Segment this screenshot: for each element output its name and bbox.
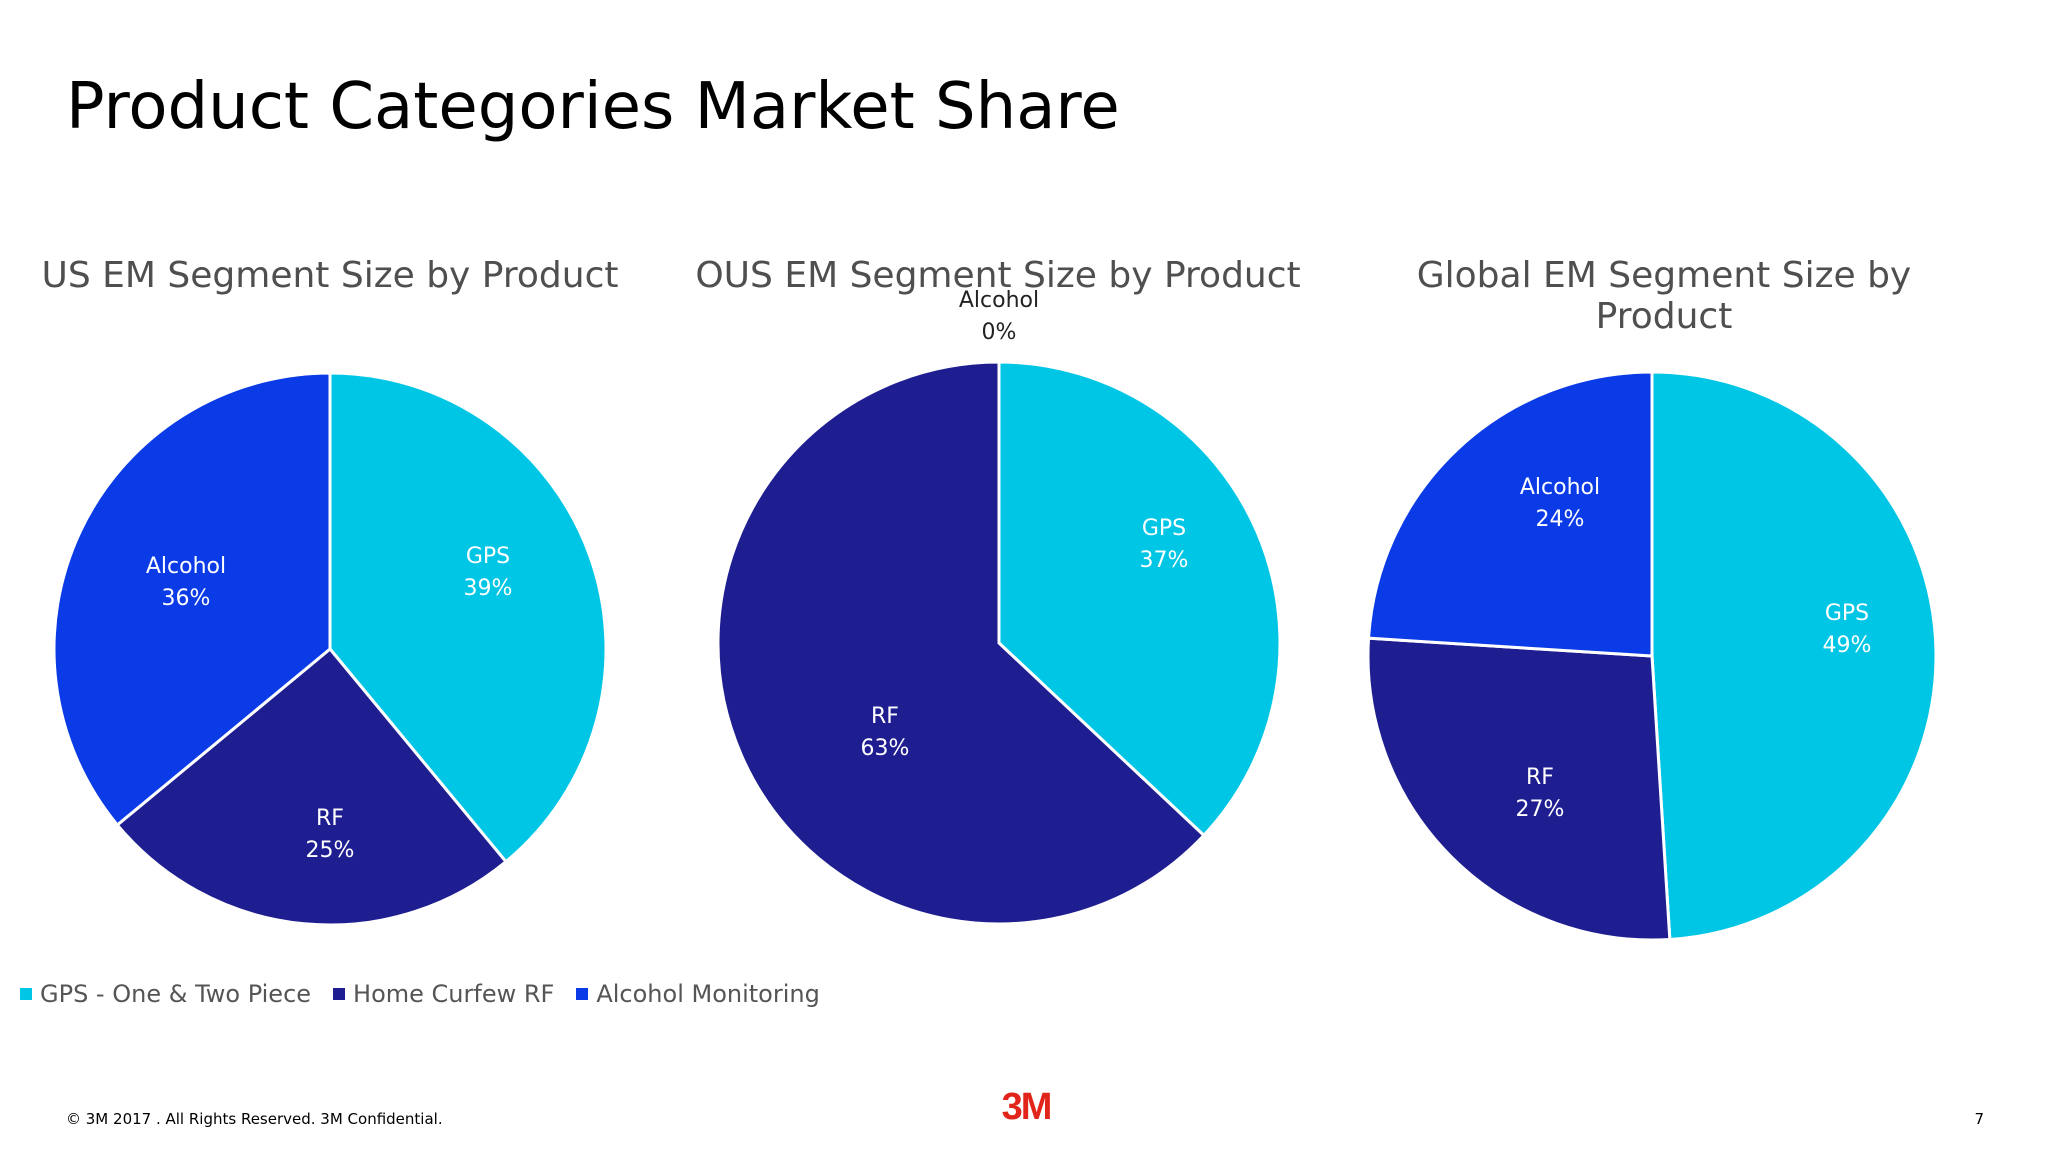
global-label-alcohol-value: 24% <box>1536 507 1585 532</box>
legend-label-alcohol: Alcohol Monitoring <box>596 980 820 1008</box>
us-slice-gps <box>328 371 608 864</box>
us-label-rf-name: RF <box>316 806 344 831</box>
page-number: 7 <box>1974 1110 1984 1128</box>
slide-title: Product Categories Market Share <box>66 70 1120 144</box>
global-label-gps-value: 49% <box>1823 633 1872 658</box>
ous-chart-title: OUS EM Segment Size by Product <box>695 255 1301 296</box>
us-slice-rf <box>115 646 509 927</box>
legend-label-gps: GPS - One & Two Piece <box>40 980 312 1008</box>
ous-slice-rf <box>716 360 1206 926</box>
global-slice-alcohol <box>1366 370 1654 658</box>
footer-copyright: © 3M 2017 . All Rights Reserved. 3M Conf… <box>66 1110 443 1128</box>
global-label-rf-value: 27% <box>1516 797 1565 822</box>
ous-label-rf-name: RF <box>871 704 899 729</box>
global-label-alcohol-name: Alcohol <box>1520 475 1600 500</box>
ous-label-alcohol-name: Alcohol <box>959 288 1039 313</box>
legend-swatch-alcohol <box>576 988 589 1000</box>
3m-logo: 3M <box>1002 1086 1053 1126</box>
us-label-rf-value: 25% <box>306 838 355 863</box>
us-slice-alcohol <box>52 371 332 828</box>
legend-swatch-gps <box>20 988 32 1000</box>
ous-label-gps-name: GPS <box>1142 516 1186 541</box>
legend: GPS - One & Two Piece Home Curfew RF Alc… <box>20 980 820 1008</box>
us-label-alcohol-name: Alcohol <box>146 554 226 579</box>
legend-item-alcohol: Alcohol Monitoring <box>576 980 820 1008</box>
ous-slice-gps <box>997 360 1282 838</box>
legend-swatch-rf <box>333 988 346 1000</box>
us-label-gps-name: GPS <box>466 544 510 569</box>
ous-label-gps-value: 37% <box>1140 548 1189 573</box>
us-chart-title: US EM Segment Size by Product <box>41 255 619 296</box>
ous-label-alcohol-value: 0% <box>982 320 1017 345</box>
legend-item-rf: Home Curfew RF <box>333 980 554 1008</box>
global-slice-gps <box>1650 370 1938 942</box>
global-label-gps-name: GPS <box>1825 601 1869 626</box>
legend-label-rf: Home Curfew RF <box>353 980 555 1008</box>
global-label-rf-name: RF <box>1526 765 1554 790</box>
ous-label-rf-value: 63% <box>861 736 910 761</box>
us-label-gps-value: 39% <box>464 576 513 601</box>
svg-text:3M: 3M <box>1002 1086 1051 1126</box>
global-chart-title: Global EM Segment Size by Product <box>1416 255 1912 337</box>
us-label-alcohol-value: 36% <box>162 586 211 611</box>
global-slice-rf <box>1366 636 1672 942</box>
legend-item-gps: GPS - One & Two Piece <box>20 980 311 1008</box>
